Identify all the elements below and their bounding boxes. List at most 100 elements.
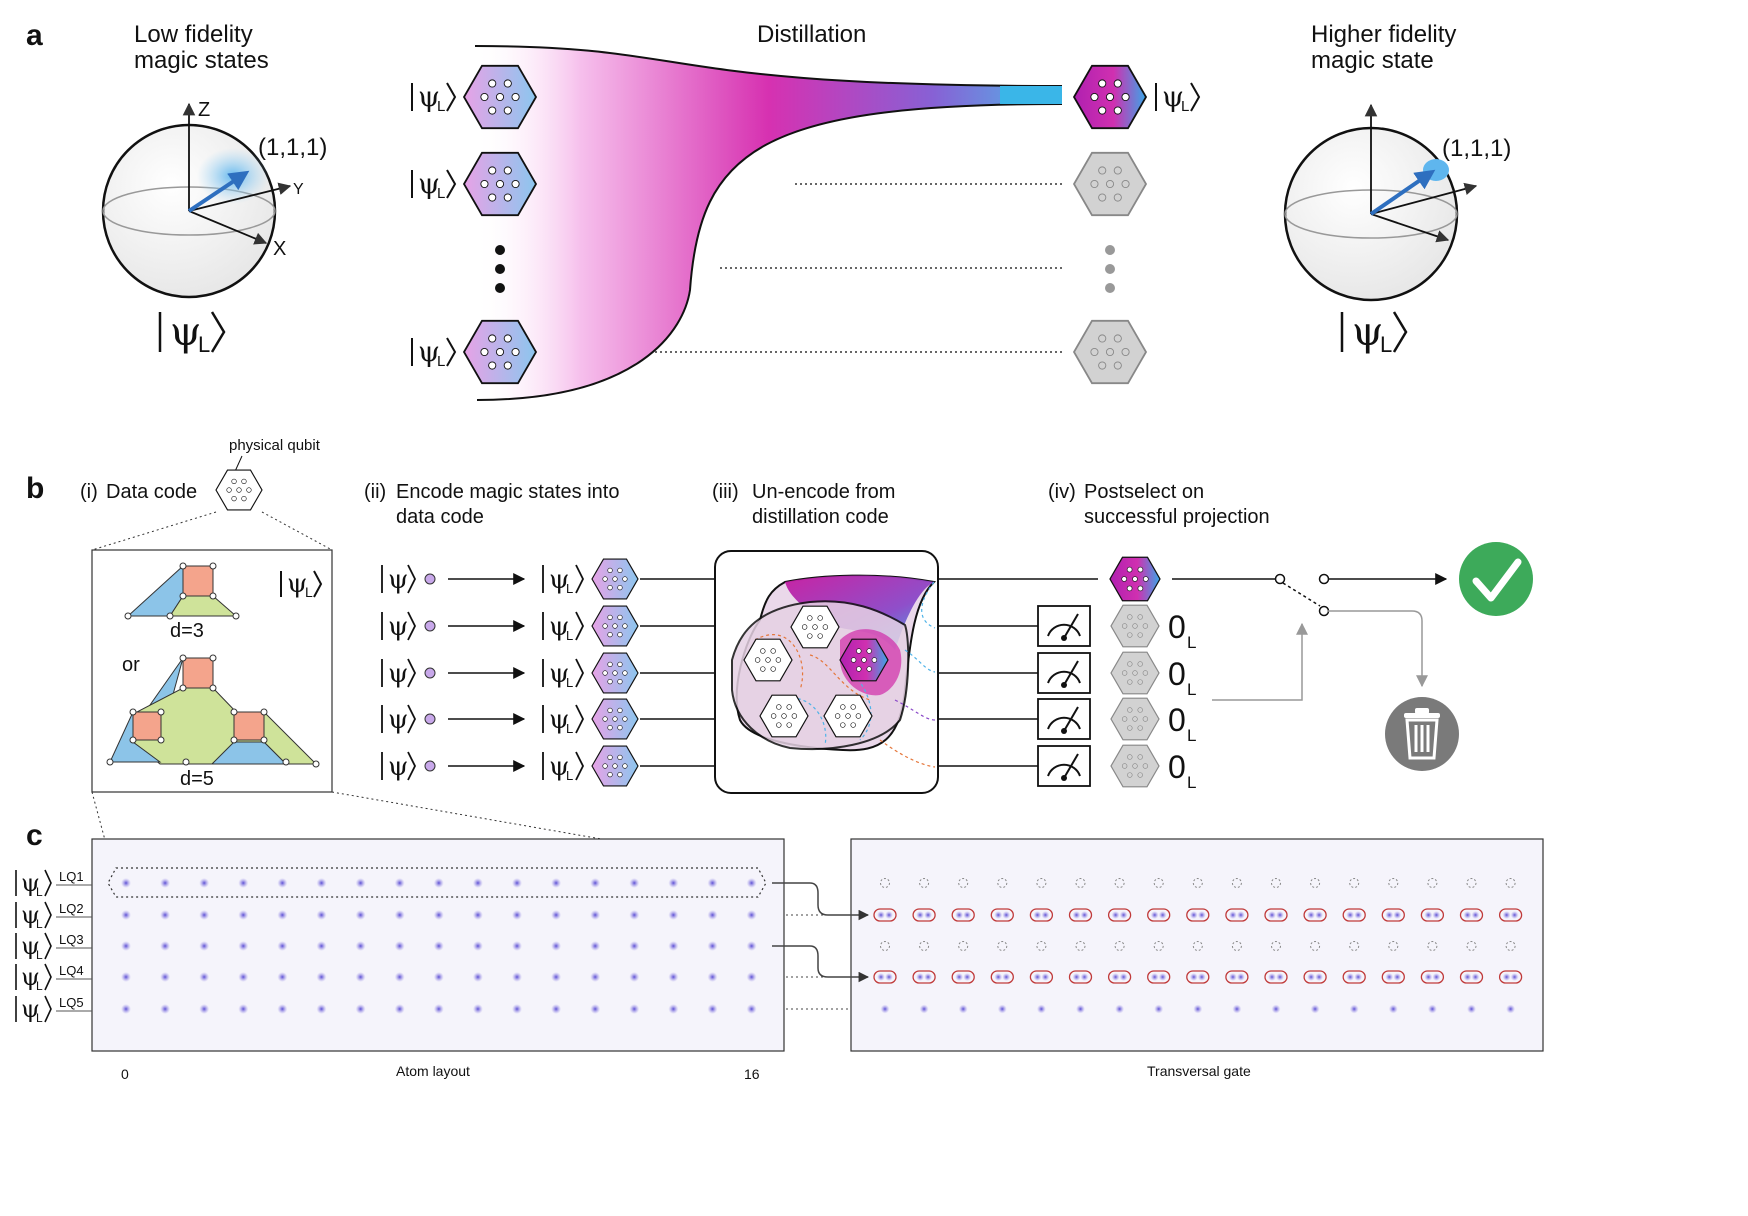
empty-site (1505, 878, 1516, 888)
atom-pair (912, 908, 936, 922)
atom-pair (1303, 970, 1327, 984)
step-ii-line1: Encode magic states into (396, 481, 619, 503)
zero-logical-label: 0 (1168, 749, 1186, 785)
atom (316, 941, 327, 951)
svg-text:ψ: ψ (287, 569, 307, 599)
atom (629, 941, 640, 951)
atom (919, 1004, 929, 1014)
atom (590, 941, 601, 951)
svg-text:ψ: ψ (21, 995, 40, 1023)
atom-pair (1459, 970, 1484, 984)
svg-text:ψ: ψ (388, 612, 408, 642)
atom (355, 910, 366, 920)
atom (160, 1004, 171, 1014)
atom (316, 910, 327, 920)
center-title: Distillation (757, 21, 866, 48)
atom (472, 972, 483, 982)
step-iv-num: (iv) (1048, 481, 1076, 503)
atom (316, 972, 327, 982)
svg-text:ψ: ψ (388, 705, 408, 735)
atom-pair (1381, 970, 1405, 984)
atom-pair (1147, 970, 1171, 984)
atom (355, 941, 366, 951)
svg-text:LQ3: LQ3 (59, 932, 84, 947)
atom (394, 972, 405, 982)
measured-hex-2 (1110, 651, 1160, 695)
atom (160, 878, 171, 888)
encoded-hex-3 (591, 652, 639, 694)
empty-site (1349, 878, 1360, 888)
empty-site (1271, 941, 1281, 951)
empty-site (1349, 941, 1360, 951)
atom (590, 1004, 601, 1014)
atom (590, 910, 601, 920)
empty-site (1192, 878, 1203, 888)
svg-text:LQ5: LQ5 (59, 995, 84, 1010)
right-coord-label: (1,1,1) (1442, 135, 1511, 162)
step-ii-num: (ii) (364, 481, 386, 503)
svg-text:ψ: ψ (388, 659, 408, 689)
physical-qubit-hex (215, 469, 263, 511)
atom-pair (1225, 970, 1249, 984)
atom (1271, 1004, 1281, 1014)
empty-site (1466, 941, 1477, 951)
svg-text:LQ1: LQ1 (59, 869, 84, 884)
empty-site (1427, 941, 1438, 951)
empty-site (1310, 941, 1321, 951)
atom (1076, 1004, 1085, 1014)
empty-site (919, 878, 930, 888)
atom-pair (1264, 970, 1288, 984)
atom (121, 941, 131, 951)
empty-site (880, 878, 890, 888)
measured-hex-3 (1110, 697, 1160, 741)
atom (629, 972, 640, 982)
svg-text:L: L (1187, 680, 1196, 699)
empty-site (1075, 878, 1086, 888)
right-bloch-sphere (1283, 103, 1478, 302)
atom-array-right (873, 878, 1523, 1014)
atom (707, 972, 718, 982)
atom (238, 972, 249, 982)
distill-hex-1 (790, 605, 840, 649)
atom (746, 941, 757, 951)
empty-site (997, 941, 1008, 951)
row-label-lq1: ψL LQ1 (15, 869, 92, 899)
svg-text:L: L (566, 721, 573, 736)
svg-text:L: L (1187, 726, 1196, 745)
distill-hex-5 (823, 694, 873, 738)
ket-output: ψ L (1155, 80, 1201, 115)
atom (512, 972, 522, 982)
left-title-line1: Low fidelity (134, 21, 253, 48)
zoom-line-c-right (331, 791, 757, 867)
axis-end-label: 16 (744, 1066, 760, 1082)
atom (160, 972, 171, 982)
empty-site (1036, 941, 1047, 951)
d3-label: d=3 (170, 620, 204, 642)
empty-site (958, 941, 969, 951)
svg-text:ψ: ψ (170, 309, 201, 355)
atom-pair (1303, 908, 1327, 922)
discarded-hex-1 (1072, 151, 1148, 217)
left-ket-label: ψ L (158, 309, 226, 357)
ellipsis-right (1105, 245, 1115, 293)
atom (1506, 1004, 1516, 1014)
atom-pair (1264, 908, 1288, 922)
atom (472, 910, 483, 920)
atom (433, 878, 444, 888)
atom (433, 910, 444, 920)
svg-text:ψ: ψ (21, 963, 40, 991)
empty-site (1505, 941, 1516, 951)
empty-site (1388, 941, 1399, 951)
atom (1154, 1004, 1164, 1014)
empty-site (1466, 878, 1477, 888)
row-label-lq3: ψL LQ3 (15, 932, 92, 962)
atom (277, 878, 288, 888)
svg-text:ψ: ψ (21, 932, 40, 960)
svg-text:ψ: ψ (388, 565, 408, 595)
right-title-line2: magic state (1311, 47, 1434, 74)
empty-site (958, 878, 969, 888)
svg-text:L: L (437, 353, 445, 370)
panel-a-label: a (26, 19, 43, 52)
